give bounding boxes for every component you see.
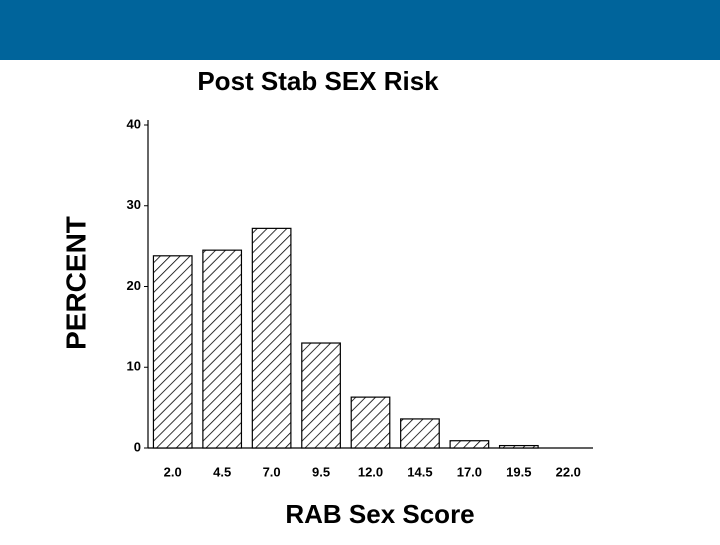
x-tick-label: 17.0 — [457, 464, 482, 479]
x-tick-label: 4.5 — [213, 464, 231, 479]
header-band — [0, 0, 720, 60]
y-tick-label: 40 — [127, 116, 141, 131]
bar — [498, 444, 539, 449]
x-tick-label: 9.5 — [312, 464, 330, 479]
bar — [202, 249, 243, 449]
x-tick-label: 19.5 — [506, 464, 531, 479]
bar — [400, 418, 440, 449]
x-tick-label: 22.0 — [556, 464, 581, 479]
x-tick-label: 7.0 — [263, 464, 281, 479]
chart-title: Post Stab SEX Risk — [197, 66, 439, 96]
x-tick-label: 2.0 — [164, 464, 182, 479]
y-tick-label: 20 — [127, 278, 141, 293]
x-axis-label: RAB Sex Score — [285, 499, 474, 529]
x-tick-label: 12.0 — [358, 464, 383, 479]
bar — [251, 227, 292, 449]
bar — [301, 342, 341, 449]
y-tick-label: 0 — [134, 439, 141, 454]
bar — [350, 396, 391, 449]
bar — [449, 440, 490, 449]
x-tick-label: 14.5 — [407, 464, 432, 479]
y-axis-label: PERCENT — [60, 216, 91, 350]
bar — [152, 255, 193, 449]
y-tick-label: 30 — [127, 197, 141, 212]
y-tick-label: 10 — [127, 359, 141, 374]
